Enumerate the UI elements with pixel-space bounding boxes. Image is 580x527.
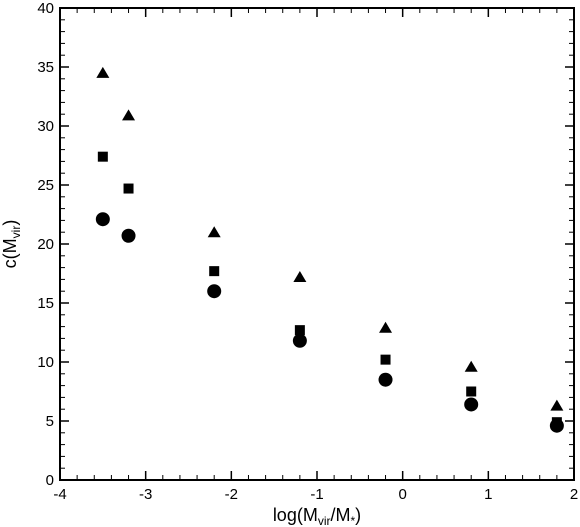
x-tick-label: -1	[310, 486, 323, 503]
circle-point	[549, 418, 564, 433]
circle-point	[464, 397, 479, 412]
axis-ticks	[59, 7, 575, 481]
circle-point	[207, 284, 222, 299]
triangle-point	[122, 109, 136, 121]
x-tick-label: 0	[398, 486, 406, 503]
circle-point	[95, 212, 110, 227]
circle-point	[292, 333, 307, 348]
x-tick-label: -4	[53, 486, 66, 503]
y-tick-label: 0	[46, 472, 54, 489]
y-tick-label: 10	[37, 354, 54, 371]
y-tick-label: 20	[37, 236, 54, 253]
x-tick-label: -2	[225, 486, 238, 503]
square-point	[466, 386, 477, 397]
triangle-point	[207, 226, 221, 238]
square-point	[380, 354, 391, 365]
x-tick-label: 2	[570, 486, 578, 503]
triangle-point	[464, 360, 478, 372]
y-tick-label: 30	[37, 118, 54, 135]
triangle-point	[550, 399, 564, 411]
triangle-point	[379, 321, 393, 333]
triangle-point	[96, 66, 110, 78]
square-point	[123, 183, 134, 194]
x-tick-label: 1	[484, 486, 492, 503]
square-point	[209, 266, 220, 277]
y-tick-label: 40	[37, 0, 54, 17]
circle-point	[121, 228, 136, 243]
x-axis-label: log(Mvir/M*)	[273, 505, 361, 527]
y-tick-label: 15	[37, 295, 54, 312]
y-axis-label: c(Mvir)	[0, 220, 23, 269]
y-tick-label: 25	[37, 177, 54, 194]
square-point	[97, 151, 108, 162]
y-tick-label: 5	[46, 413, 54, 430]
y-tick-label: 35	[37, 59, 54, 76]
triangle-point	[293, 271, 307, 283]
square-point	[294, 325, 305, 336]
x-tick-label: -3	[139, 486, 152, 503]
data-points	[95, 66, 564, 433]
plot-frame	[59, 7, 575, 481]
circle-point	[378, 372, 393, 387]
